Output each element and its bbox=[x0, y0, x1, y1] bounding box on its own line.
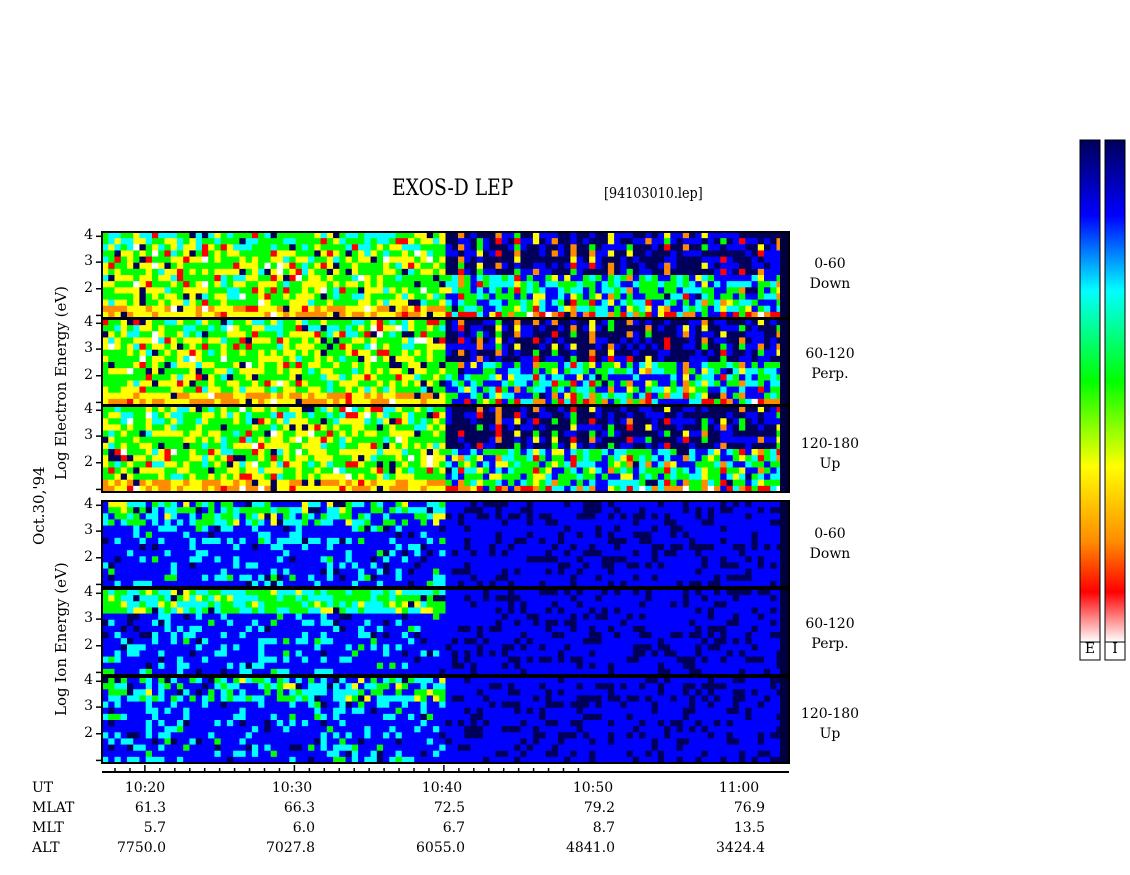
y-tick-label: 2 bbox=[84, 724, 93, 741]
y-tick-label: 2 bbox=[84, 636, 93, 653]
mlt-value: 13.5 bbox=[733, 820, 765, 836]
mlt-value: 6.0 bbox=[292, 820, 315, 836]
panel-label-electron-down: 0-60 Down bbox=[809, 256, 851, 292]
panel-label-ion-perp: 60-120 Perp. bbox=[805, 616, 855, 652]
mlt-value: 8.7 bbox=[592, 820, 615, 836]
x-tick-label: 10:20 bbox=[124, 780, 166, 796]
y-tick-label: 4 bbox=[84, 584, 93, 601]
mlat-value: 72.5 bbox=[433, 800, 465, 816]
y-tick-label: 3 bbox=[84, 522, 93, 539]
y-tick-label: 3 bbox=[84, 698, 93, 715]
electron-colorbar bbox=[1079, 139, 1101, 643]
x-tick-label: 10:30 bbox=[271, 780, 313, 796]
row-label-alt: ALT bbox=[32, 840, 60, 856]
x-tick-label: 10:50 bbox=[572, 780, 614, 796]
y-tick-label: 3 bbox=[84, 427, 93, 444]
y-tick-label: 3 bbox=[84, 340, 93, 357]
y-tick-label: 4 bbox=[84, 672, 93, 689]
colorbar-label-ion: I bbox=[1112, 641, 1118, 657]
panel-label-ion-down: 0-60 Down bbox=[809, 526, 851, 562]
ion-colorbar bbox=[1104, 139, 1126, 643]
alt-value: 4841.0 bbox=[566, 840, 615, 856]
alt-value: 7750.0 bbox=[117, 840, 166, 856]
mlat-value: 66.3 bbox=[283, 800, 315, 816]
date-label: Oct.30,'94 bbox=[30, 466, 48, 545]
colorbar-label-electron: E bbox=[1084, 641, 1096, 657]
y-tick-label: 4 bbox=[84, 227, 93, 244]
y-tick-label: 3 bbox=[84, 610, 93, 627]
panel-label-electron-up: 120-180 Up bbox=[800, 436, 860, 472]
electron-spectrogram-panel bbox=[102, 406, 790, 493]
ion-spectrogram-panel bbox=[102, 501, 790, 588]
panel-frame bbox=[101, 588, 790, 676]
chart-title: EXOS-D LEP bbox=[392, 176, 514, 201]
panel-label-ion-up: 120-180 Up bbox=[800, 706, 860, 742]
alt-value: 7027.8 bbox=[266, 840, 315, 856]
x-tick-label: 11:00 bbox=[718, 780, 760, 796]
electron-spectrogram-panel bbox=[102, 319, 790, 406]
mlt-value: 6.7 bbox=[442, 820, 465, 836]
row-label-mlat: MLAT bbox=[32, 800, 75, 816]
y-tick-label: 2 bbox=[84, 453, 93, 470]
row-label-mlt: MLT bbox=[32, 820, 64, 836]
y-tick-label: 4 bbox=[84, 314, 93, 331]
panel-frame bbox=[101, 676, 790, 764]
alt-value: 6055.0 bbox=[416, 840, 465, 856]
mlat-value: 76.9 bbox=[733, 800, 765, 816]
y-tick-label: 2 bbox=[84, 279, 93, 296]
mlat-value: 61.3 bbox=[134, 800, 166, 816]
ion-axis-label: Log Ion Energy (eV) bbox=[52, 562, 70, 716]
y-tick-label: 4 bbox=[84, 496, 93, 513]
ion-spectrogram-panel bbox=[102, 677, 790, 764]
mlt-value: 5.7 bbox=[143, 820, 166, 836]
panel-label-electron-perp: 60-120 Perp. bbox=[805, 346, 855, 382]
electron-axis-label: Log Electron Energy (eV) bbox=[52, 285, 70, 480]
row-label-ut: UT bbox=[32, 780, 54, 796]
panel-frame bbox=[101, 500, 790, 588]
y-tick-label: 2 bbox=[84, 366, 93, 383]
y-tick-label: 3 bbox=[84, 253, 93, 270]
y-tick-label: 4 bbox=[84, 401, 93, 418]
x-tick-label: 10:40 bbox=[421, 780, 463, 796]
file-name: [94103010.lep] bbox=[604, 184, 703, 202]
alt-value: 3424.4 bbox=[716, 840, 765, 856]
mlat-value: 79.2 bbox=[583, 800, 615, 816]
electron-spectrogram-panel bbox=[102, 232, 790, 319]
y-tick-label: 2 bbox=[84, 548, 93, 565]
ion-spectrogram-panel bbox=[102, 589, 790, 676]
panel-frame bbox=[101, 405, 790, 493]
